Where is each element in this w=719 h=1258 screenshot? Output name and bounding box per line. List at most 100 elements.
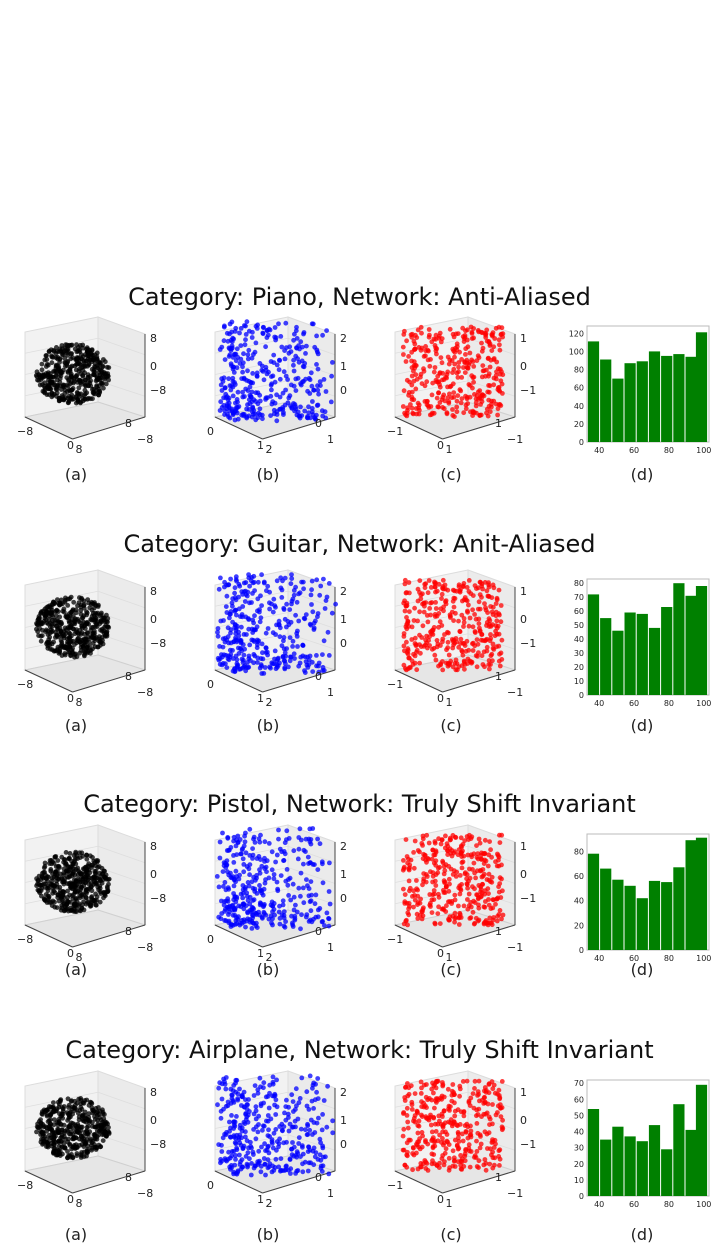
data-point: [65, 383, 71, 389]
data-point: [66, 874, 72, 880]
data-point: [56, 364, 62, 370]
data-point: [401, 1110, 407, 1115]
data-point: [54, 386, 60, 392]
data-point: [241, 589, 247, 594]
data-point: [480, 345, 486, 351]
data-point: [79, 624, 85, 629]
y-tick-label: −1: [507, 433, 523, 446]
data-point: [92, 1116, 98, 1122]
data-point: [47, 1104, 52, 1109]
data-point: [97, 390, 103, 395]
data-point: [265, 626, 271, 631]
x-tick-label: 80: [664, 699, 674, 708]
data-point: [471, 326, 476, 331]
data-point: [467, 832, 472, 838]
data-point: [250, 405, 256, 411]
data-point: [423, 1094, 429, 1100]
data-point: [296, 1135, 302, 1140]
data-point: [441, 406, 447, 412]
data-point: [253, 1124, 259, 1130]
z-tick-label: 0: [150, 360, 157, 373]
data-point: [465, 656, 471, 662]
data-point: [495, 1091, 500, 1097]
data-point: [226, 848, 231, 853]
data-point: [326, 923, 332, 929]
data-point: [489, 874, 495, 880]
data-point: [61, 383, 67, 388]
data-point: [440, 577, 446, 583]
data-point: [283, 653, 289, 659]
data-point: [246, 1145, 251, 1151]
data-point: [321, 1098, 327, 1103]
data-point: [277, 376, 283, 382]
data-point: [425, 619, 431, 625]
data-point: [481, 920, 487, 926]
data-point: [271, 596, 277, 602]
data-point: [74, 356, 79, 362]
data-point: [416, 1118, 422, 1124]
data-point: [219, 1096, 225, 1102]
data-point: [465, 906, 471, 912]
data-point: [484, 648, 490, 654]
data-point: [433, 580, 438, 586]
data-point: [417, 609, 422, 615]
x-tick-label: 2: [266, 443, 273, 456]
data-point: [455, 331, 461, 336]
data-point: [319, 1127, 325, 1133]
data-point: [85, 396, 90, 402]
data-point: [446, 1106, 451, 1112]
row-title: Category: Pistol, Network: Truly Shift I…: [83, 790, 636, 818]
data-point: [475, 606, 481, 612]
data-point: [268, 665, 273, 671]
data-point: [412, 605, 417, 611]
z-tick-label: 0: [150, 868, 157, 881]
data-point: [262, 855, 267, 861]
data-point: [94, 880, 100, 886]
data-point: [240, 369, 245, 375]
data-point: [315, 351, 321, 357]
data-point: [421, 1104, 427, 1110]
data-point: [476, 1158, 482, 1164]
data-point: [494, 369, 499, 375]
data-point: [273, 1097, 279, 1103]
data-point: [230, 355, 236, 360]
data-point: [94, 875, 99, 881]
data-point: [290, 1124, 296, 1130]
data-point: [279, 849, 285, 855]
data-point: [434, 346, 440, 352]
x-tick-label: 0: [437, 947, 444, 960]
data-point: [238, 343, 244, 348]
data-point: [420, 907, 426, 912]
data-point: [468, 1128, 474, 1134]
data-point: [464, 598, 470, 604]
data-point: [322, 923, 327, 928]
data-point: [82, 391, 88, 397]
histogram-bar: [587, 341, 600, 442]
data-point: [85, 863, 91, 869]
data-point: [414, 1142, 420, 1148]
data-point: [245, 616, 251, 621]
y-tick-label: −1: [507, 686, 523, 699]
data-point: [432, 920, 438, 926]
data-point: [475, 1089, 481, 1094]
data-point: [246, 1097, 251, 1102]
data-point: [89, 1140, 95, 1146]
data-point: [300, 1144, 305, 1150]
data-point: [425, 1116, 430, 1122]
data-point: [491, 897, 496, 903]
data-point: [72, 652, 77, 657]
data-point: [417, 632, 422, 638]
data-point: [452, 1164, 458, 1169]
x-tick-label: 0: [437, 439, 444, 452]
data-point: [56, 620, 62, 626]
data-point: [265, 1113, 271, 1118]
data-point: [493, 1141, 498, 1147]
data-point: [471, 364, 477, 369]
y-tick-label: 10: [574, 1176, 584, 1185]
x-tick-label: 0: [437, 692, 444, 705]
data-point: [248, 1139, 253, 1145]
z-tick-label: 0: [150, 613, 157, 626]
data-point: [299, 912, 304, 918]
data-point: [247, 642, 253, 648]
data-point: [66, 393, 72, 399]
